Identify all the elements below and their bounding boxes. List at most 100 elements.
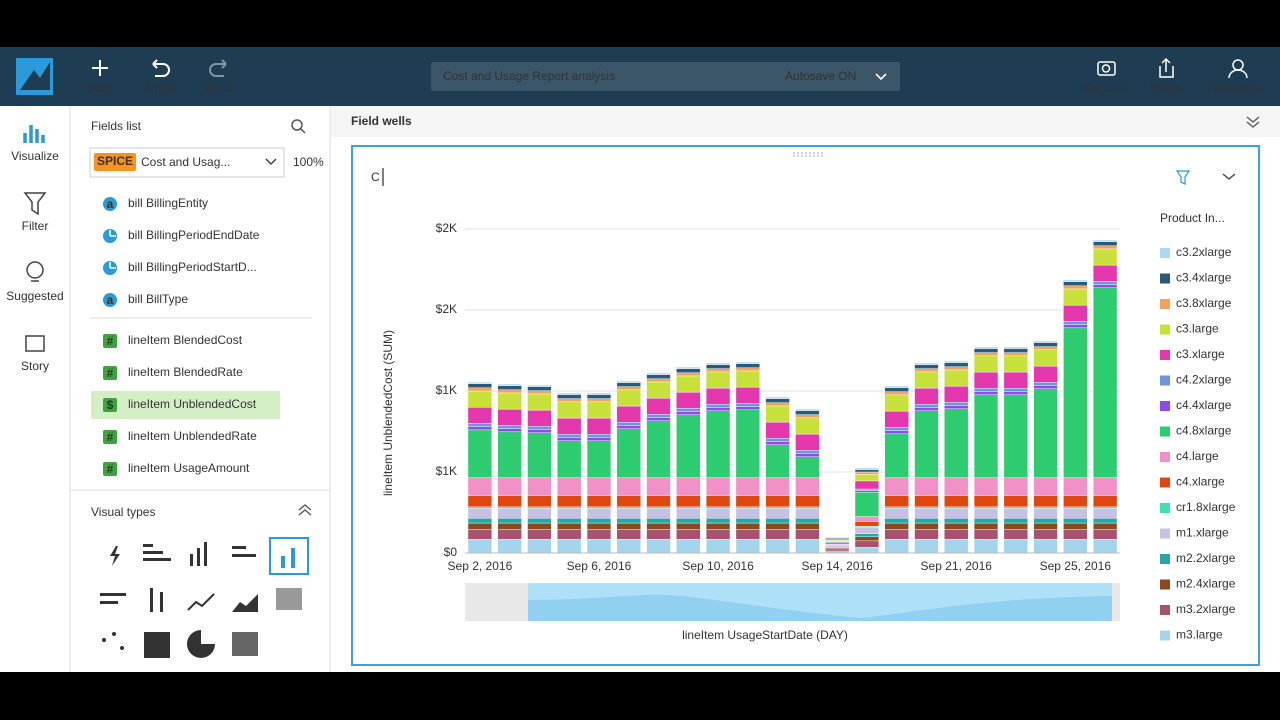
bar-segment[interactable] xyxy=(676,508,701,519)
hbar-icon[interactable] xyxy=(143,551,163,554)
bar-segment[interactable] xyxy=(765,522,790,530)
bar-segment[interactable] xyxy=(467,522,492,530)
bar-segment[interactable] xyxy=(884,477,909,496)
bar-segment[interactable] xyxy=(795,417,820,435)
legend-label[interactable]: c4.large xyxy=(1176,449,1219,463)
visual-title-input[interactable]: C xyxy=(371,170,380,184)
bar-segment[interactable] xyxy=(944,405,969,410)
area-icon[interactable] xyxy=(232,594,258,612)
bar-segment[interactable] xyxy=(676,411,701,416)
bar-segment[interactable] xyxy=(765,444,790,478)
bar-segment[interactable] xyxy=(557,539,582,554)
bar-segment[interactable] xyxy=(646,495,671,508)
bar-segment[interactable] xyxy=(586,495,612,508)
bar-segment[interactable] xyxy=(1063,304,1088,322)
bar-segment[interactable] xyxy=(705,508,731,519)
bar-segment[interactable] xyxy=(735,361,760,364)
bar-segment[interactable] xyxy=(1063,517,1088,524)
field-label[interactable]: bill BillingEntity xyxy=(128,196,208,210)
bar-segment[interactable] xyxy=(1033,385,1058,389)
bar-segment[interactable] xyxy=(497,539,522,554)
bar-segment[interactable] xyxy=(676,368,701,373)
bar-segment[interactable] xyxy=(1003,355,1028,373)
bar-segment[interactable] xyxy=(1093,248,1118,266)
bar-segment[interactable] xyxy=(795,522,820,530)
bar-segment[interactable] xyxy=(527,477,552,496)
collapse-icon[interactable] xyxy=(298,504,312,516)
bar-segment[interactable] xyxy=(1063,539,1088,554)
bar-segment[interactable] xyxy=(884,539,909,554)
bar-segment[interactable] xyxy=(467,539,492,554)
line-icon[interactable] xyxy=(187,593,215,611)
field-label[interactable]: lineItem UnblendedRate xyxy=(128,429,257,443)
share-icon[interactable] xyxy=(1159,57,1174,78)
bar-segment[interactable] xyxy=(795,453,820,457)
legend-label[interactable]: m3.large xyxy=(1176,628,1223,642)
bar-segment[interactable] xyxy=(705,404,731,408)
bar-segment[interactable] xyxy=(795,408,820,411)
legend-label[interactable]: c4.2xlarge xyxy=(1176,373,1232,387)
bar-segment[interactable] xyxy=(973,495,999,508)
bar-segment[interactable] xyxy=(914,387,939,405)
bar-segment[interactable] xyxy=(944,402,969,406)
bar-segment[interactable] xyxy=(616,477,641,496)
bar-segment[interactable] xyxy=(1003,517,1028,524)
bar-segment[interactable] xyxy=(527,393,552,411)
bar-segment[interactable] xyxy=(646,378,671,383)
bar-segment[interactable] xyxy=(557,437,582,441)
bar-segment[interactable] xyxy=(527,426,552,430)
bar-segment[interactable] xyxy=(944,529,969,540)
bar-segment[interactable] xyxy=(854,488,880,491)
bar-segment[interactable] xyxy=(676,408,701,412)
bar-segment[interactable] xyxy=(735,370,760,388)
bar-segment[interactable] xyxy=(497,408,522,426)
bar-segment[interactable] xyxy=(973,352,999,357)
bar-segment[interactable] xyxy=(944,522,969,530)
bar-segment[interactable] xyxy=(646,506,671,509)
legend-label[interactable]: c3.large xyxy=(1176,322,1219,336)
bar-segment[interactable] xyxy=(705,410,731,478)
bar-segment[interactable] xyxy=(854,526,880,534)
legend-label[interactable]: m2.4xlarge xyxy=(1176,577,1236,591)
bar-segment[interactable] xyxy=(705,368,731,373)
bar-segment[interactable] xyxy=(914,410,939,478)
bar-segment[interactable] xyxy=(1033,506,1058,509)
bar-segment[interactable] xyxy=(795,433,820,451)
bar-segment[interactable] xyxy=(1003,506,1028,509)
bar-segment[interactable] xyxy=(854,536,880,542)
bar-segment[interactable] xyxy=(914,539,939,554)
field-label[interactable]: lineItem UsageAmount xyxy=(128,461,250,475)
bar-segment[interactable] xyxy=(586,434,612,438)
header-button-label[interactable]: Add xyxy=(89,81,110,95)
bar-segment[interactable] xyxy=(586,394,612,399)
bar-segment[interactable] xyxy=(467,508,492,519)
bar-segment[interactable] xyxy=(735,495,760,508)
bar-segment[interactable] xyxy=(676,529,701,540)
bar-segment[interactable] xyxy=(765,539,790,554)
bar-segment[interactable] xyxy=(705,362,731,365)
bar-segment[interactable] xyxy=(914,495,939,508)
bar-segment[interactable] xyxy=(557,508,582,519)
bar-segment[interactable] xyxy=(1003,348,1028,353)
bar-segment[interactable] xyxy=(1093,529,1118,540)
legend-label[interactable]: c3.4xlarge xyxy=(1176,271,1232,285)
bar-segment[interactable] xyxy=(616,389,641,407)
legend-label[interactable]: c4.4xlarge xyxy=(1176,398,1232,412)
bar-segment[interactable] xyxy=(557,506,582,509)
undo-icon[interactable] xyxy=(152,59,170,77)
bar-segment[interactable] xyxy=(914,364,939,369)
bar-segment[interactable] xyxy=(1063,324,1088,329)
bar-segment[interactable] xyxy=(825,538,850,541)
bar-segment[interactable] xyxy=(646,397,671,415)
bar-segment[interactable] xyxy=(646,417,671,422)
bar-segment[interactable] xyxy=(616,506,641,509)
bar-segment[interactable] xyxy=(616,386,641,391)
visualize-icon[interactable] xyxy=(23,125,45,143)
bar-segment[interactable] xyxy=(616,522,641,530)
bar-segment[interactable] xyxy=(1003,522,1028,530)
bar-segment[interactable] xyxy=(795,456,820,478)
bar-segment[interactable] xyxy=(527,495,552,508)
bar-segment[interactable] xyxy=(1003,394,1028,478)
bar-segment[interactable] xyxy=(944,408,969,478)
bar-segment[interactable] xyxy=(527,432,552,478)
